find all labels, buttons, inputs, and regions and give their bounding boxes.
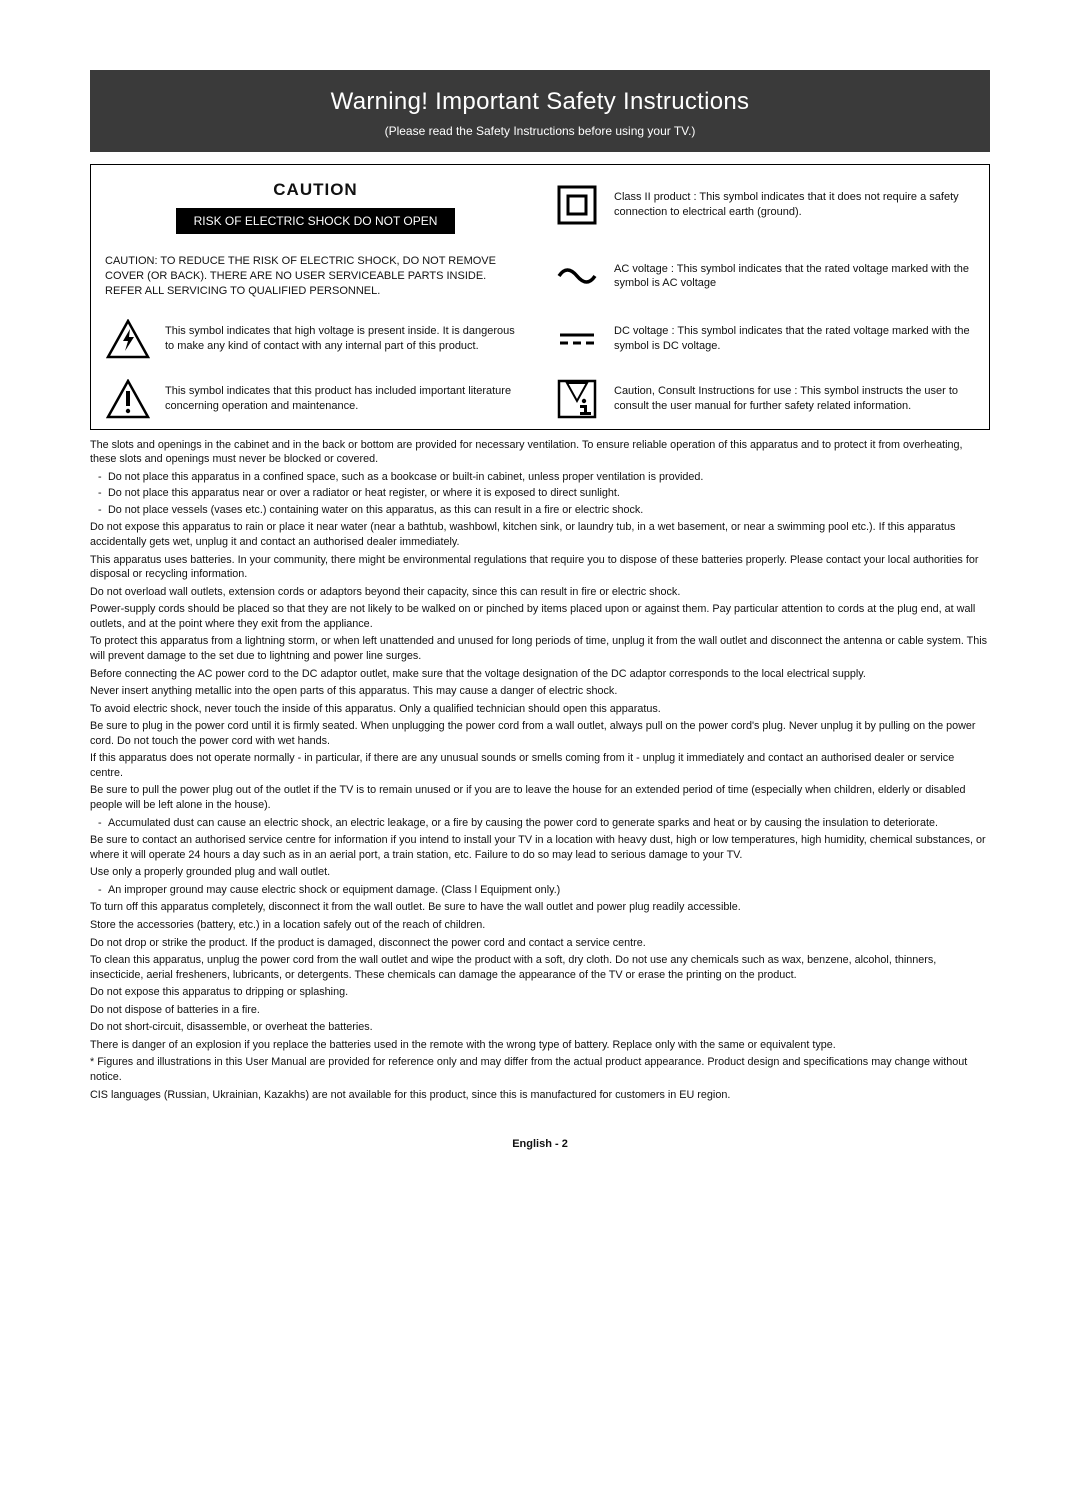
- para: Do not short-circuit, disassemble, or ov…: [90, 1020, 990, 1035]
- info-text: Caution, Consult Instructions for use : …: [614, 384, 975, 414]
- symbol-grid: CAUTION RISK OF ELECTRIC SHOCK DO NOT OP…: [90, 164, 990, 430]
- ac-text: AC voltage : This symbol indicates that …: [614, 262, 975, 292]
- list: Do not place this apparatus in a confine…: [90, 470, 990, 518]
- list-item: Do not place this apparatus near or over…: [90, 486, 990, 501]
- list-item: Do not place vessels (vases etc.) contai…: [90, 503, 990, 518]
- list: Accumulated dust can cause an electric s…: [90, 816, 990, 831]
- info-cell: Caution, Consult Instructions for use : …: [540, 369, 989, 429]
- dc-text: DC voltage : This symbol indicates that …: [614, 324, 975, 354]
- para: Be sure to plug in the power cord until …: [90, 719, 990, 748]
- literature-icon: [105, 379, 151, 419]
- para: Be sure to pull the power plug out of th…: [90, 783, 990, 812]
- class2-icon: [554, 185, 600, 225]
- caution-title: CAUTION: [105, 179, 526, 202]
- lit-cell: This symbol indicates that this product …: [91, 369, 540, 429]
- dc-icon: [554, 319, 600, 359]
- list-item: Accumulated dust can cause an electric s…: [90, 816, 990, 831]
- para: Do not drop or strike the product. If th…: [90, 936, 990, 951]
- page-title: Warning! Important Safety Instructions: [90, 88, 990, 116]
- para: To protect this apparatus from a lightni…: [90, 634, 990, 663]
- para: To turn off this apparatus completely, d…: [90, 900, 990, 915]
- para: Store the accessories (battery, etc.) in…: [90, 918, 990, 933]
- para: Never insert anything metallic into the …: [90, 684, 990, 699]
- para: CIS languages (Russian, Ukrainian, Kazak…: [90, 1088, 990, 1103]
- para: Be sure to contact an authorised service…: [90, 833, 990, 862]
- hv-cell: This symbol indicates that high voltage …: [91, 309, 540, 369]
- para: The slots and openings in the cabinet an…: [90, 438, 990, 467]
- list-item: Do not place this apparatus in a confine…: [90, 470, 990, 485]
- para: To clean this apparatus, unplug the powe…: [90, 953, 990, 982]
- page-number: English - 2: [90, 1138, 990, 1150]
- para: This apparatus uses batteries. In your c…: [90, 553, 990, 582]
- para: Do not overload wall outlets, extension …: [90, 585, 990, 600]
- para: Do not expose this apparatus to dripping…: [90, 985, 990, 1000]
- high-voltage-icon: [105, 319, 151, 359]
- para: To avoid electric shock, never touch the…: [90, 702, 990, 717]
- para: Do not dispose of batteries in a fire.: [90, 1003, 990, 1018]
- para: There is danger of an explosion if you r…: [90, 1038, 990, 1053]
- body-text: The slots and openings in the cabinet an…: [90, 438, 990, 1103]
- caution-header: CAUTION RISK OF ELECTRIC SHOCK DO NOT OP…: [91, 165, 540, 244]
- para: Do not expose this apparatus to rain or …: [90, 520, 990, 549]
- class2-cell: Class II product : This symbol indicates…: [540, 165, 989, 244]
- caution-bar: RISK OF ELECTRIC SHOCK DO NOT OPEN: [176, 208, 456, 234]
- para: Power-supply cords should be placed so t…: [90, 602, 990, 631]
- lit-text: This symbol indicates that this product …: [165, 384, 526, 414]
- page-subtitle: (Please read the Safety Instructions bef…: [90, 124, 990, 138]
- class2-text: Class II product : This symbol indicates…: [614, 190, 975, 220]
- para: * Figures and illustrations in this User…: [90, 1055, 990, 1084]
- ac-cell: AC voltage : This symbol indicates that …: [540, 244, 989, 309]
- dc-cell: DC voltage : This symbol indicates that …: [540, 309, 989, 369]
- para: Before connecting the AC power cord to t…: [90, 667, 990, 682]
- list: An improper ground may cause electric sh…: [90, 883, 990, 898]
- hv-text: This symbol indicates that high voltage …: [165, 324, 526, 354]
- caution-text: CAUTION: TO REDUCE THE RISK OF ELECTRIC …: [105, 254, 526, 299]
- consult-info-icon: [554, 379, 600, 419]
- para: If this apparatus does not operate norma…: [90, 751, 990, 780]
- list-item: An improper ground may cause electric sh…: [90, 883, 990, 898]
- para: Use only a properly grounded plug and wa…: [90, 865, 990, 880]
- ac-icon: [554, 256, 600, 296]
- header-bar: Warning! Important Safety Instructions (…: [90, 70, 990, 152]
- caution-text-cell: CAUTION: TO REDUCE THE RISK OF ELECTRIC …: [91, 244, 540, 309]
